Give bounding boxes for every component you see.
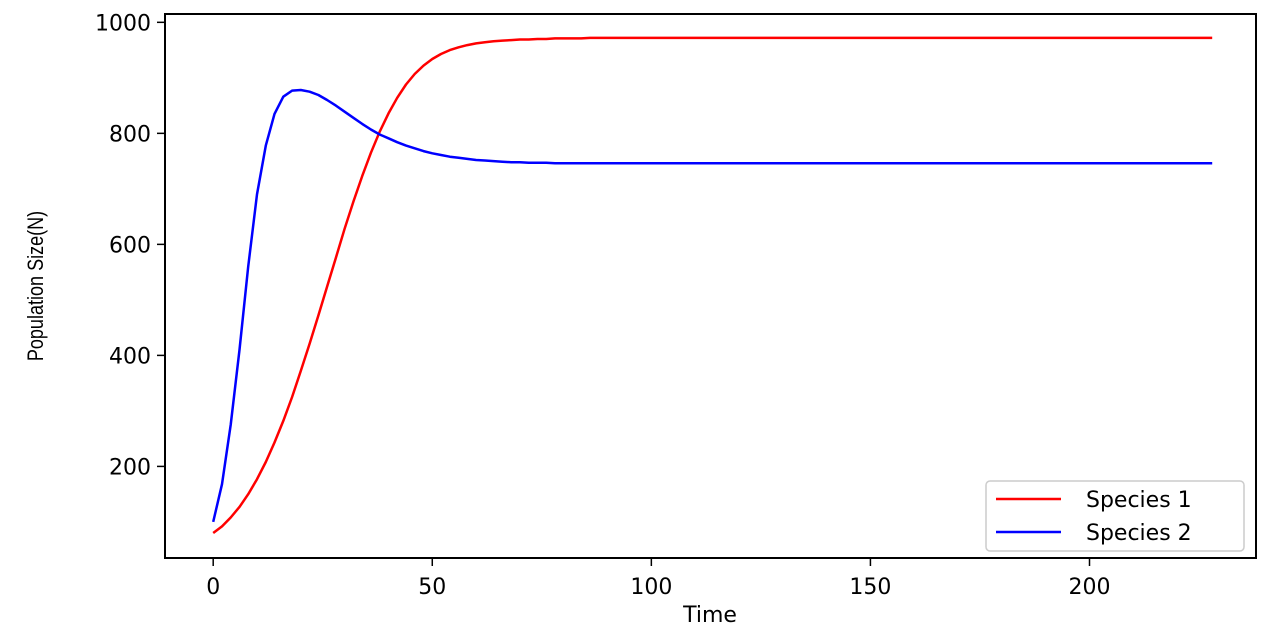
- legend: Species 1 Species 2: [985, 480, 1245, 552]
- y-tick-label: 1000: [95, 11, 151, 36]
- y-axis: 200 400 600 800 1000: [95, 11, 165, 480]
- x-tick-label: 50: [418, 575, 446, 600]
- x-tick-label: 200: [1069, 575, 1111, 600]
- x-axis-label: Time: [682, 603, 737, 628]
- y-tick-label: 800: [109, 122, 151, 147]
- series-line-species-1: [212, 36, 1213, 535]
- x-tick-label: 0: [206, 575, 220, 600]
- plot-area: [164, 13, 1257, 559]
- x-axis: 0 50 100 150 200: [206, 558, 1111, 600]
- y-tick-label: 600: [109, 233, 151, 258]
- legend-label-species-2: Species 2: [1086, 521, 1192, 546]
- series-group: [211, 36, 1213, 535]
- y-tick-label: 400: [109, 344, 151, 369]
- legend-label-species-1: Species 1: [1086, 488, 1192, 513]
- series-line-species-2: [211, 88, 1213, 523]
- x-tick-label: 100: [630, 575, 672, 600]
- x-tick-label: 150: [849, 575, 891, 600]
- y-axis-label: Population Size(N): [24, 211, 48, 361]
- y-tick-label: 200: [109, 455, 151, 480]
